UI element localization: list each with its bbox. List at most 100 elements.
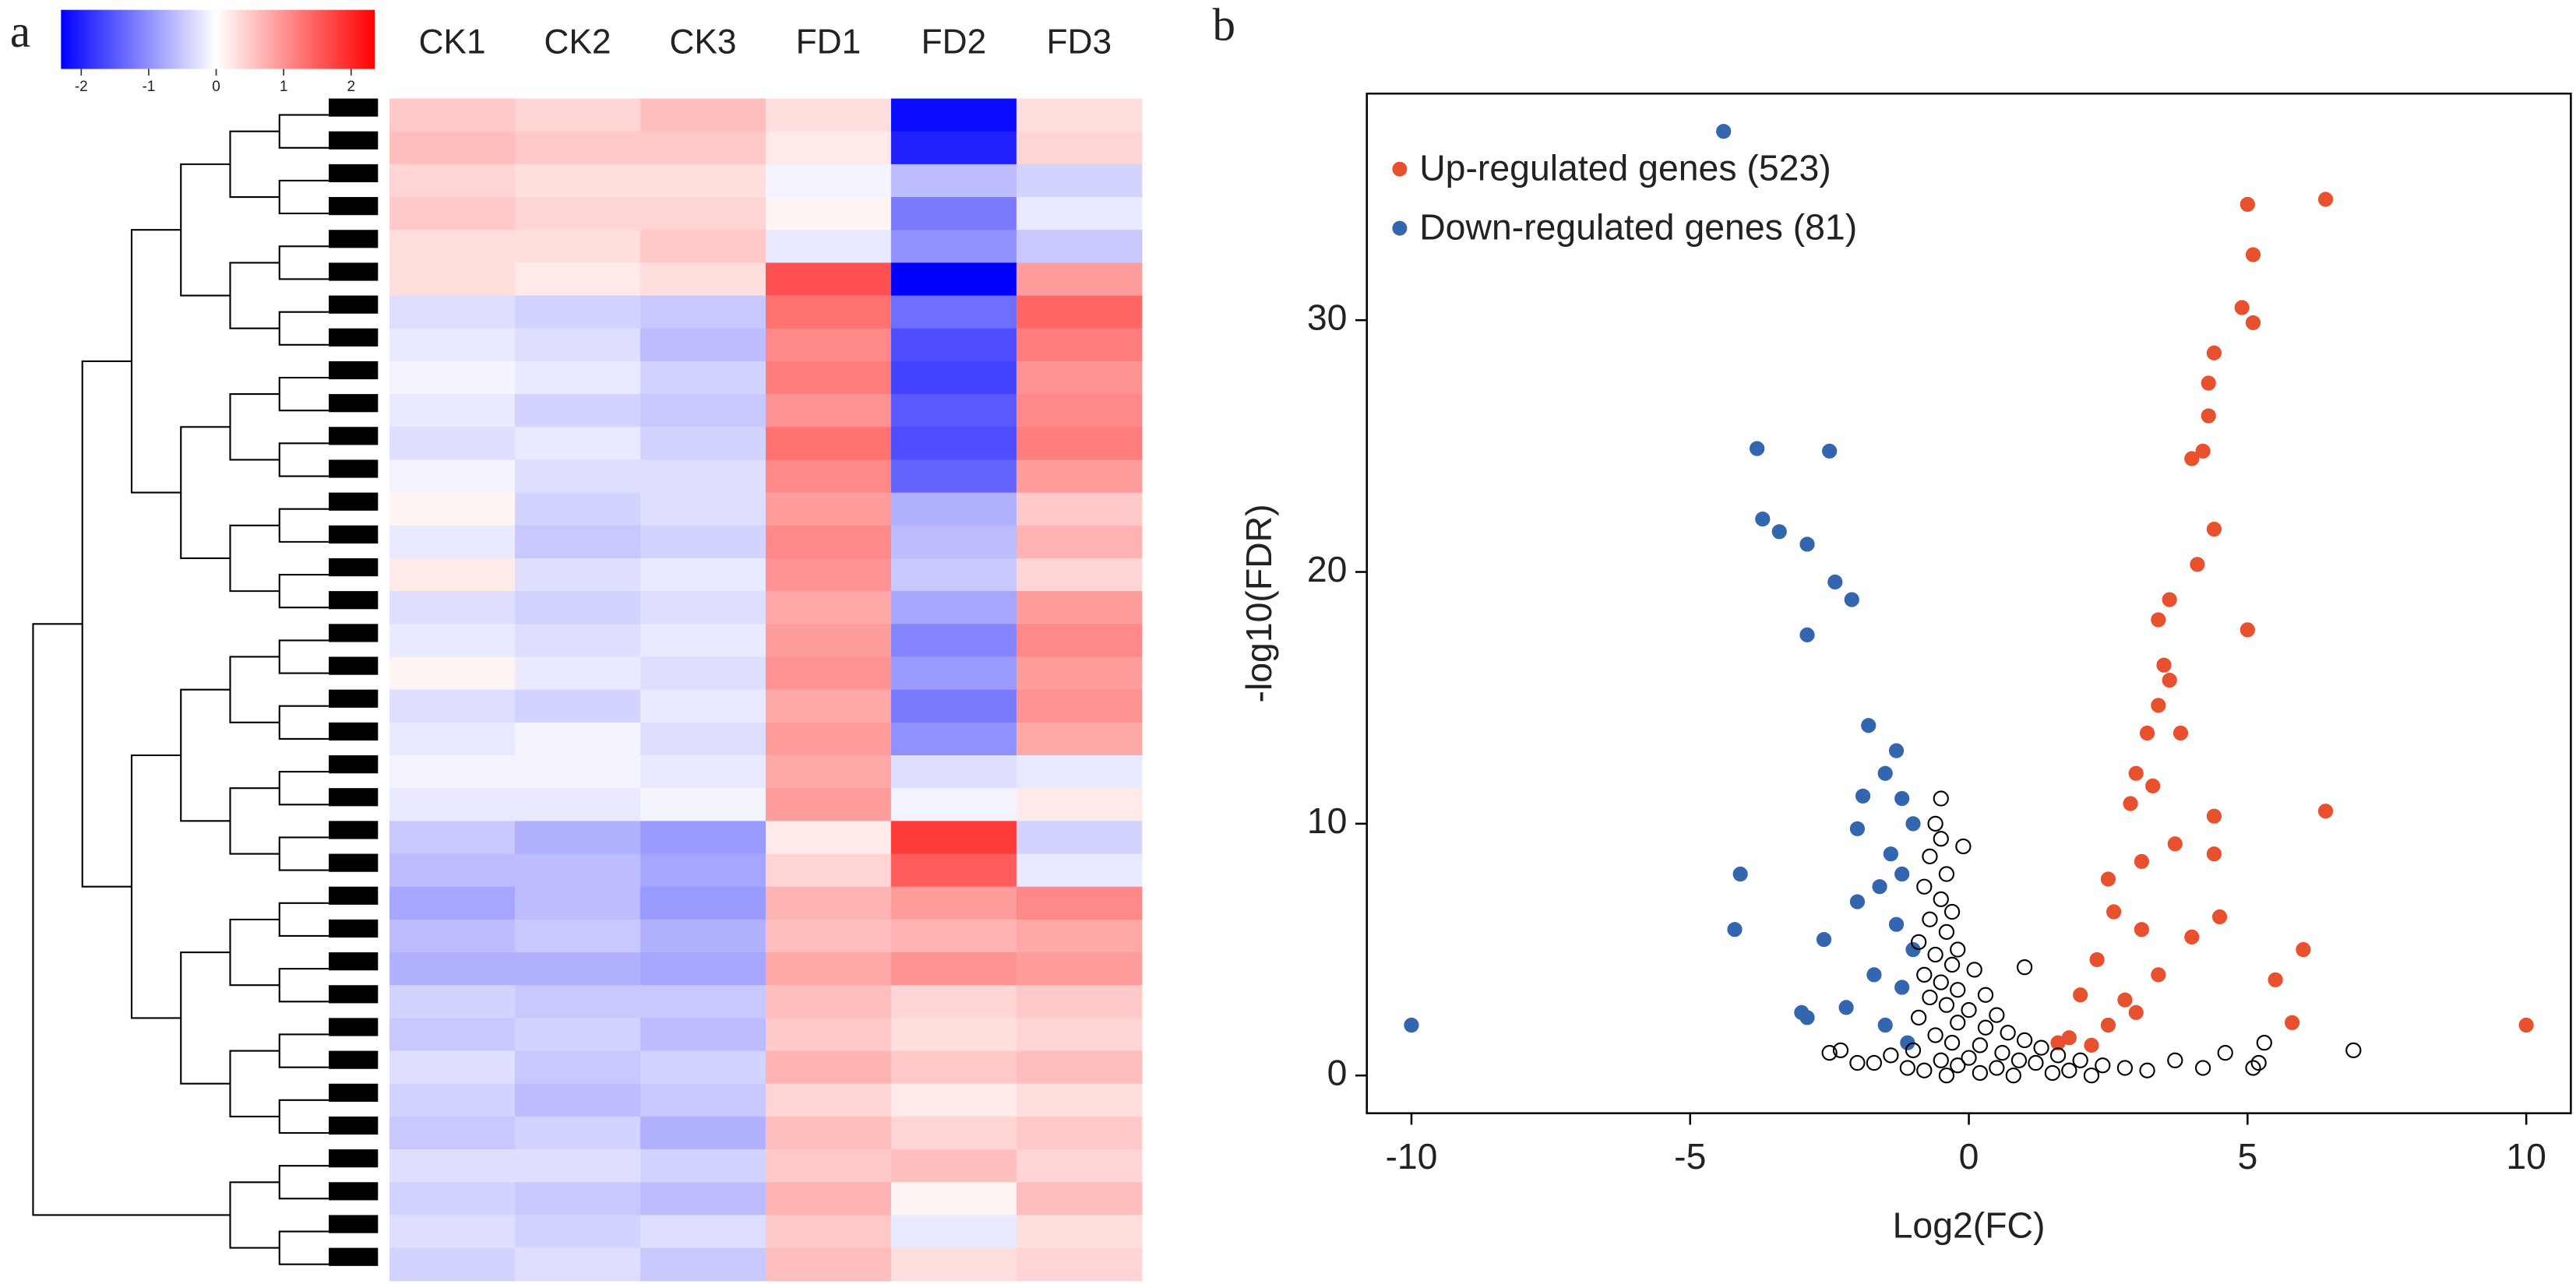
heatmap-cell xyxy=(765,821,892,855)
point xyxy=(1943,903,1961,920)
heatmap-cell xyxy=(389,853,516,888)
point xyxy=(2061,1062,2077,1078)
dendrogram-branch xyxy=(180,951,231,1085)
point xyxy=(1905,816,1921,832)
heatmap-cell xyxy=(389,492,516,526)
heatmap-cell xyxy=(389,1050,516,1085)
heatmap-cell xyxy=(765,230,892,264)
point xyxy=(2106,904,2122,920)
heatmap-cell xyxy=(890,722,1017,756)
heatmap-cell xyxy=(765,197,892,230)
heatmap-cell xyxy=(515,230,641,264)
heatmap-cell xyxy=(765,262,892,297)
dendrogram-branch xyxy=(130,754,181,1019)
heatmap-cell xyxy=(640,492,766,526)
dendrogram-branch xyxy=(229,1050,280,1117)
heatmap-cell xyxy=(515,394,641,427)
point xyxy=(1905,1042,1922,1058)
heatmap-cell xyxy=(765,394,892,427)
heatmap-cell xyxy=(389,558,516,592)
heatmap-cell xyxy=(890,558,1017,592)
point xyxy=(2044,1064,2061,1082)
point xyxy=(2184,929,2200,945)
point xyxy=(1866,967,1882,983)
leaf-stripe xyxy=(329,1116,379,1135)
point xyxy=(2256,1035,2272,1051)
dendrogram-branch xyxy=(229,130,280,199)
heatmap-cell xyxy=(515,459,641,494)
heatmap-cell xyxy=(640,591,766,624)
point xyxy=(1927,815,1943,832)
heatmap-cell xyxy=(890,1083,1017,1117)
legend-marker xyxy=(1392,220,1408,236)
leaf-stripe xyxy=(329,427,379,445)
point xyxy=(2250,1054,2267,1071)
heatmap-cell xyxy=(640,427,766,461)
point xyxy=(2190,557,2205,572)
heatmap-cell xyxy=(515,427,641,461)
leaf-stripe xyxy=(329,591,379,610)
point xyxy=(1916,966,1933,983)
point xyxy=(2033,1040,2049,1056)
heatmap-cell xyxy=(640,1083,766,1117)
heatmap-cell xyxy=(765,591,892,624)
leaf-stripe xyxy=(329,262,379,281)
heatmap-cell xyxy=(765,1083,892,1117)
point xyxy=(1916,878,1933,895)
heatmap-cell xyxy=(515,919,641,953)
leaf-stripe xyxy=(329,1182,379,1201)
point xyxy=(2156,657,2172,673)
heatmap-cell xyxy=(515,1215,641,1249)
heatmap-cell xyxy=(890,1018,1017,1052)
point xyxy=(1922,989,1938,1006)
point xyxy=(1849,894,1866,909)
heatmap-cell xyxy=(515,952,641,986)
heatmap-cell xyxy=(890,1116,1017,1150)
point xyxy=(2073,987,2088,1003)
dendrogram-branch xyxy=(278,179,329,215)
point xyxy=(2134,922,2149,937)
heatmap-cell xyxy=(1016,722,1143,756)
heatmap-cell xyxy=(890,853,1017,888)
point xyxy=(2151,612,2166,628)
heatmap-cell xyxy=(640,295,766,329)
heatmap-cell xyxy=(1016,591,1143,624)
heatmap-cell xyxy=(640,689,766,723)
heatmap-cell xyxy=(640,755,766,789)
dendrogram-branch xyxy=(32,623,231,1216)
heatmap-cell xyxy=(765,98,892,132)
heatmap-cell xyxy=(640,886,766,920)
point xyxy=(2151,967,2166,983)
x-tick-label: -10 xyxy=(1385,1136,1437,1177)
point xyxy=(1404,1017,1419,1033)
heatmap-cell xyxy=(890,328,1017,362)
legend-marker xyxy=(1392,161,1408,177)
heatmap-cell xyxy=(515,755,641,789)
y-tick-label: 0 xyxy=(1327,1052,1348,1092)
heatmap-cell xyxy=(389,230,516,264)
heatmap-cell xyxy=(765,295,892,329)
point xyxy=(1883,1047,1899,1064)
column-label: CK3 xyxy=(669,23,736,62)
heatmap-cell xyxy=(890,985,1017,1019)
heatmap-cell xyxy=(389,821,516,855)
heatmap-cell xyxy=(1016,821,1143,855)
dendrogram-branch xyxy=(229,524,280,593)
heatmap-cell xyxy=(389,361,516,395)
point xyxy=(1916,1062,1933,1078)
point xyxy=(1716,124,1732,139)
dendrogram-branch xyxy=(278,1099,329,1134)
heatmap-cell xyxy=(389,98,516,132)
point xyxy=(1922,911,1938,927)
point xyxy=(2317,804,2334,819)
heatmap-cell xyxy=(890,624,1017,658)
heatmap-cell xyxy=(765,1116,892,1150)
point xyxy=(1927,946,1943,963)
heatmap-cell xyxy=(1016,558,1143,592)
dendrogram-branch xyxy=(278,376,329,412)
heatmap-cell xyxy=(389,328,516,362)
point xyxy=(1955,838,1972,855)
point xyxy=(1943,1035,1961,1051)
colorbar-tick-label: 1 xyxy=(280,79,288,95)
point xyxy=(1950,1057,1966,1074)
